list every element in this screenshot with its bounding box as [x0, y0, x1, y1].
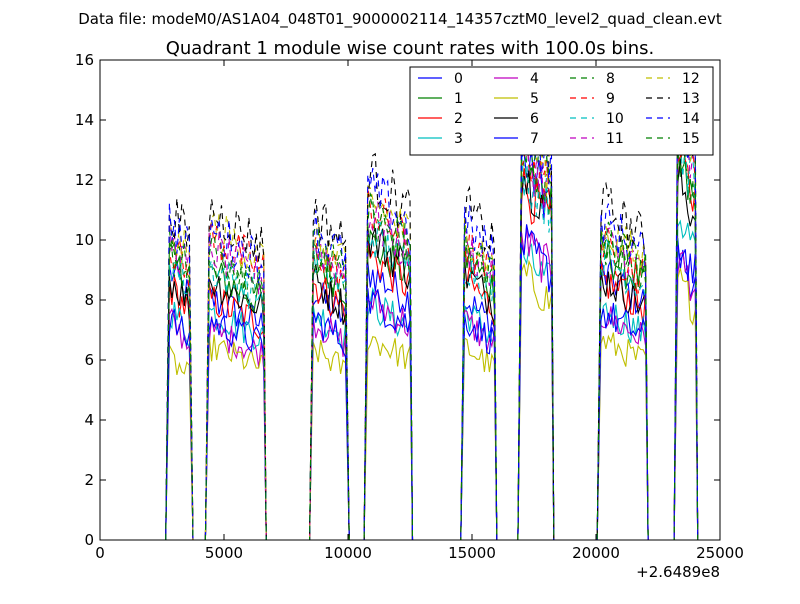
legend-item-5: 5 — [494, 91, 539, 107]
legend-label: 7 — [530, 131, 539, 147]
legend-item-1: 1 — [418, 91, 463, 107]
legend-label: 9 — [606, 91, 615, 107]
legend-item-4: 4 — [494, 71, 539, 87]
series-line-5 — [100, 259, 699, 541]
plot-lines — [100, 68, 699, 541]
series-line-12 — [100, 108, 699, 541]
legend-label: 13 — [682, 91, 700, 107]
series-line-1 — [100, 148, 699, 541]
legend-item-9: 9 — [570, 91, 615, 107]
legend-box — [409, 66, 714, 156]
y-tick-label: 16 — [75, 51, 94, 69]
legend-item-3: 3 — [418, 131, 463, 147]
legend-label: 11 — [606, 131, 624, 147]
y-tick-label: 2 — [84, 471, 94, 489]
y-tick-label: 4 — [84, 411, 94, 429]
legend-item-2: 2 — [418, 111, 463, 127]
series-line-4 — [100, 227, 699, 541]
y-tick-label: 6 — [84, 351, 94, 369]
chart-suptitle: Data file: modeM0/AS1A04_048T01_90000021… — [78, 10, 722, 29]
x-tick-label: 0 — [95, 544, 105, 562]
legend-item-13: 13 — [646, 91, 700, 107]
legend-item-11: 11 — [570, 131, 624, 147]
x-tick-label: 20000 — [572, 544, 620, 562]
legend-label: 12 — [682, 71, 700, 87]
legend-label: 1 — [454, 91, 463, 107]
y-tick-label: 10 — [75, 231, 94, 249]
legend-label: 15 — [682, 131, 700, 147]
legend-label: 6 — [530, 111, 539, 127]
legend-item-10: 10 — [570, 111, 624, 127]
y-tick-label: 0 — [84, 531, 94, 549]
x-offset-label: +2.6489e8 — [636, 563, 720, 581]
series-line-7 — [100, 224, 699, 541]
legend-label: 0 — [454, 71, 463, 87]
legend-item-7: 7 — [494, 131, 539, 147]
series-line-8 — [100, 120, 699, 541]
series-line-15 — [100, 115, 699, 541]
legend-label: 5 — [530, 91, 539, 107]
legend-label: 8 — [606, 71, 615, 87]
x-tick-label: 5000 — [205, 544, 243, 562]
legend-label: 10 — [606, 111, 624, 127]
legend-item-15: 15 — [646, 131, 700, 147]
series-line-2 — [100, 142, 699, 541]
legend-item-12: 12 — [646, 71, 700, 87]
y-tick-label: 14 — [75, 111, 94, 129]
legend-label: 14 — [682, 111, 700, 127]
x-tick-label: 25000 — [696, 544, 744, 562]
x-tick-label: 15000 — [448, 544, 496, 562]
legend-item-14: 14 — [646, 111, 700, 127]
series-line-13 — [100, 72, 699, 541]
legend-item-8: 8 — [570, 71, 615, 87]
series-line-14 — [100, 68, 699, 541]
y-tick-label: 8 — [84, 291, 94, 309]
y-tick-label: 12 — [75, 171, 94, 189]
legend-label: 3 — [454, 131, 463, 147]
chart-title: Quadrant 1 module wise count rates with … — [166, 38, 655, 59]
legend-label: 4 — [530, 71, 539, 87]
legend-item-0: 0 — [418, 71, 463, 87]
legend-label: 2 — [454, 111, 463, 127]
legend-item-6: 6 — [494, 111, 539, 127]
x-tick-label: 10000 — [324, 544, 372, 562]
series-line-11 — [100, 114, 699, 541]
